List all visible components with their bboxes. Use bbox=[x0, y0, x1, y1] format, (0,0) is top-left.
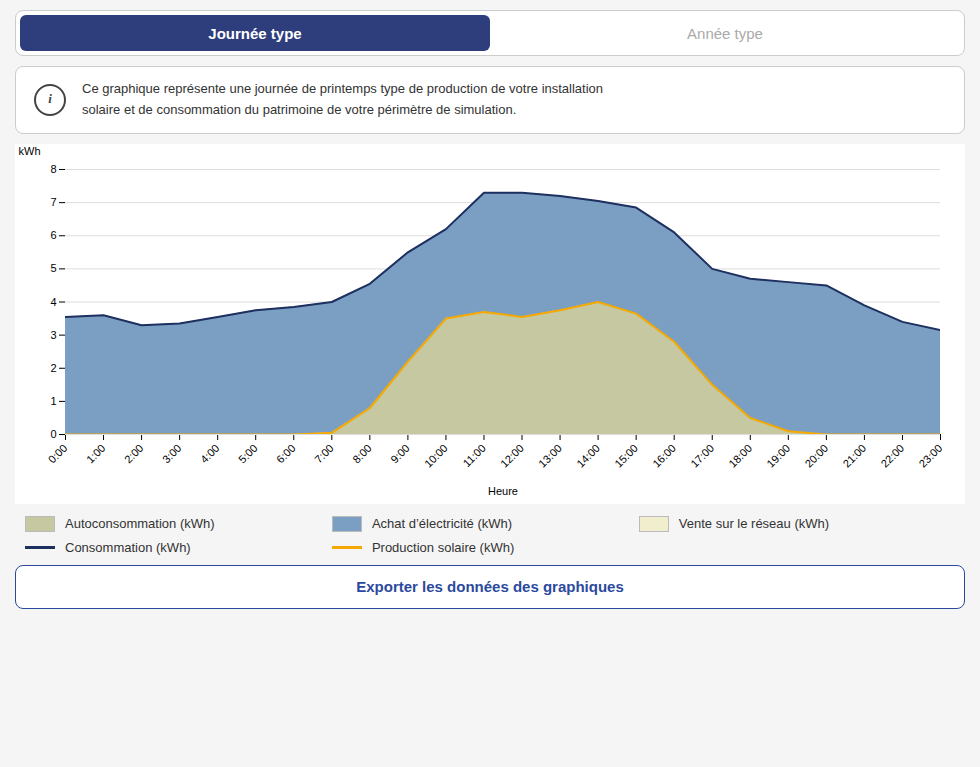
svg-text:1: 1 bbox=[50, 394, 56, 406]
svg-text:kWh: kWh bbox=[19, 145, 41, 157]
svg-text:7:00: 7:00 bbox=[312, 441, 336, 465]
svg-text:4: 4 bbox=[50, 295, 56, 307]
svg-text:14:00: 14:00 bbox=[574, 441, 602, 469]
svg-text:0:00: 0:00 bbox=[46, 441, 70, 465]
html-text:Journée type: Journée type bbox=[208, 24, 302, 42]
svg-text:20:00: 20:00 bbox=[802, 441, 830, 469]
svg-text:13:00: 13:00 bbox=[536, 441, 564, 469]
svg-text:3:00: 3:00 bbox=[160, 441, 184, 465]
html-text:Production solaire (kWh): Production solaire (kWh) bbox=[371, 539, 515, 555]
svg-text:21:00: 21:00 bbox=[840, 441, 868, 469]
html-text:Ce graphique représente une jo: Ce graphique représente une journée de p… bbox=[82, 81, 604, 96]
svg-text:11:00: 11:00 bbox=[461, 441, 488, 468]
svg-text:7: 7 bbox=[50, 196, 56, 208]
html-text:Exporter les données des graph: Exporter les données des graphiques bbox=[356, 578, 624, 596]
html-text:Autoconsommation (kWh): Autoconsommation (kWh) bbox=[65, 516, 215, 532]
svg-text:5: 5 bbox=[50, 262, 56, 274]
svg-text:5:00: 5:00 bbox=[236, 441, 260, 465]
svg-text:17:00: 17:00 bbox=[688, 441, 716, 469]
svg-text:8:00: 8:00 bbox=[350, 441, 374, 465]
html-text:Consommation (kWh): Consommation (kWh) bbox=[65, 539, 191, 555]
svg-text:6: 6 bbox=[50, 229, 56, 241]
svg-text:8: 8 bbox=[50, 163, 56, 175]
svg-text:9:00: 9:00 bbox=[388, 441, 412, 465]
svg-text:1:00: 1:00 bbox=[84, 441, 108, 465]
svg-text:15:00: 15:00 bbox=[612, 441, 640, 469]
svg-text:22:00: 22:00 bbox=[878, 441, 906, 469]
svg-text:Heure: Heure bbox=[488, 484, 518, 496]
svg-text:10:00: 10:00 bbox=[422, 441, 450, 469]
svg-text:3: 3 bbox=[50, 328, 56, 340]
svg-text:2:00: 2:00 bbox=[122, 441, 146, 465]
svg-text:12:00: 12:00 bbox=[498, 441, 526, 469]
svg-text:18:00: 18:00 bbox=[726, 441, 754, 469]
html-text:Vente sur le réseau (kWh): Vente sur le réseau (kWh) bbox=[678, 516, 830, 532]
svg-text:23:00: 23:00 bbox=[916, 441, 944, 469]
svg-text:19:00: 19:00 bbox=[764, 441, 792, 469]
svg-text:0: 0 bbox=[50, 428, 56, 440]
svg-text:16:00: 16:00 bbox=[650, 441, 678, 469]
svg-text:2: 2 bbox=[50, 361, 56, 373]
svg-text:6:00: 6:00 bbox=[274, 441, 298, 465]
html-text:Achat d’électricité (kWh): Achat d’électricité (kWh) bbox=[371, 516, 512, 532]
html-text:solaire et de consommation du: solaire et de consommation du patrimoine… bbox=[82, 101, 517, 117]
html-text:Année type: Année type bbox=[687, 24, 763, 42]
svg-text:4:00: 4:00 bbox=[198, 441, 222, 465]
html-text:i: i bbox=[48, 91, 52, 107]
